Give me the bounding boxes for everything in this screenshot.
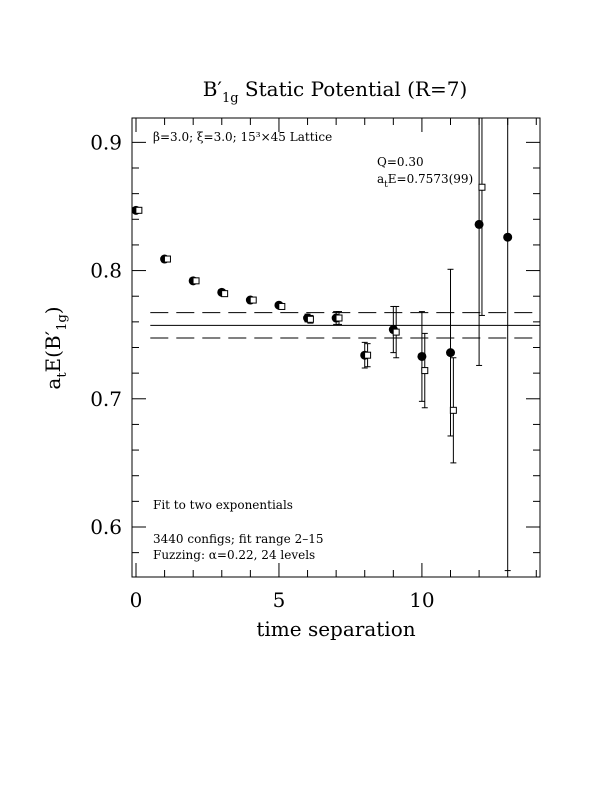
- point: [417, 351, 427, 361]
- x-tick-label: 10: [409, 588, 434, 612]
- point: [364, 351, 372, 359]
- point: [335, 314, 343, 322]
- point: [449, 406, 457, 414]
- ylabel-sub: 1g: [55, 314, 70, 331]
- point: [478, 183, 486, 191]
- title-part: Static Potential (R=7): [239, 77, 468, 101]
- y-tick-label: 0.6: [90, 515, 122, 539]
- point: [249, 296, 257, 304]
- annotation: Fuzzing: α=0.22, 24 levels: [153, 548, 315, 562]
- point: [163, 255, 171, 263]
- title-part: B′: [203, 77, 223, 101]
- ylabel-sub: t: [55, 372, 70, 378]
- point: [306, 315, 314, 323]
- point: [192, 277, 200, 285]
- annotation-sub: t: [384, 180, 388, 190]
- point: [446, 348, 456, 358]
- y-tick-label: 0.8: [90, 259, 122, 283]
- annotation-part: E=0.7573(99): [388, 172, 473, 186]
- point: [278, 302, 286, 310]
- x-axis-label: time separation: [256, 617, 415, 641]
- point: [392, 328, 400, 336]
- y-axis-label: atE(B′1g): [41, 306, 70, 389]
- x-tick-label: 0: [130, 588, 143, 612]
- annotation: Q=0.30: [377, 155, 424, 169]
- annotation-part: a: [377, 172, 384, 186]
- point: [221, 290, 229, 298]
- point: [421, 367, 429, 375]
- title-sub: 1g: [222, 91, 239, 106]
- ylabel-part: a: [41, 378, 65, 390]
- annotation: atE=0.7573(99): [377, 172, 473, 190]
- annotation: 3440 configs; fit range 2–15: [153, 532, 324, 546]
- point: [503, 232, 513, 242]
- y-tick-label: 0.9: [90, 130, 122, 154]
- ylabel-part: E(B′: [41, 330, 65, 372]
- annotation: β=3.0; ξ=3.0; 15³×45 Lattice: [153, 130, 332, 144]
- chart-title: B′1g Static Potential (R=7): [203, 77, 468, 106]
- y-tick-label: 0.7: [90, 387, 122, 411]
- x-tick-label: 5: [273, 588, 286, 612]
- ylabel-part: ): [41, 306, 65, 314]
- annotation: Fit to two exponentials: [153, 498, 293, 512]
- point: [474, 219, 484, 229]
- point: [135, 206, 143, 214]
